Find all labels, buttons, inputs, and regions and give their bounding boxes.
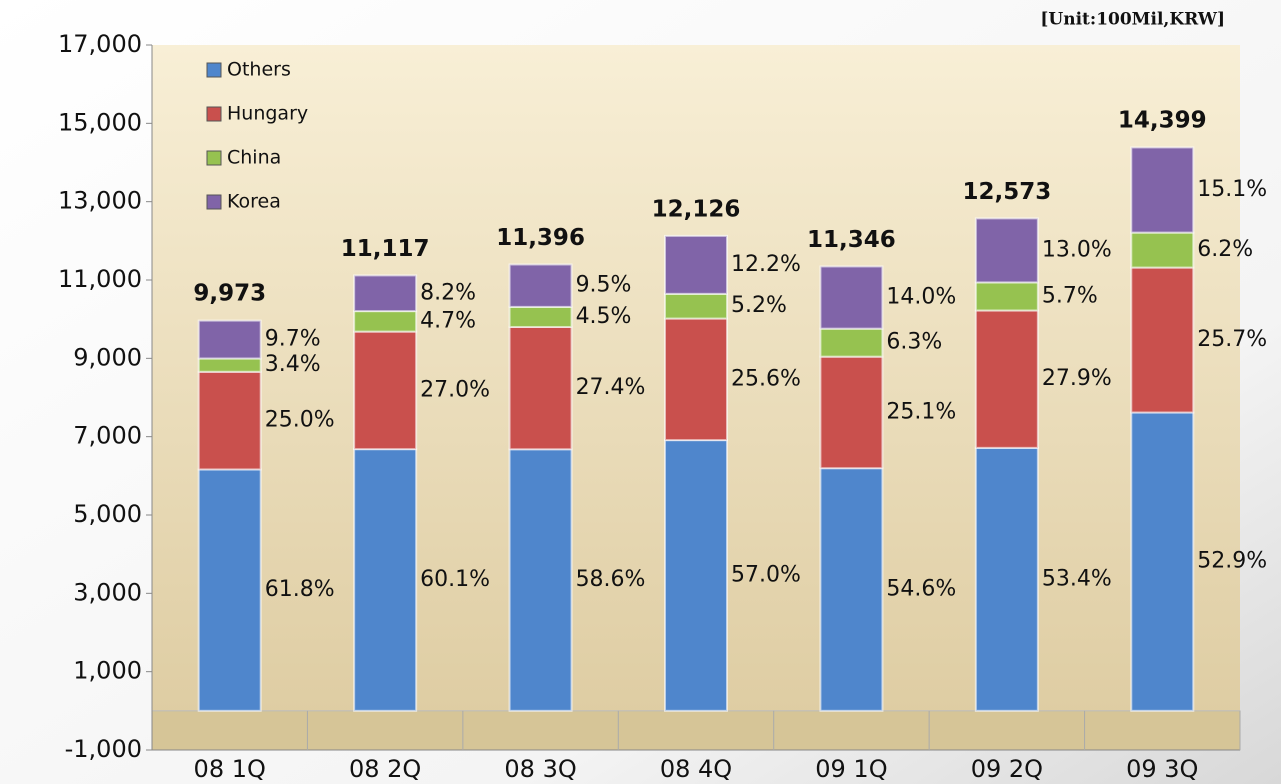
bar-segment: [508, 263, 573, 308]
unit-note: [Unit:100Mil,KRW]: [1040, 10, 1225, 30]
y-tick-label: 7,000: [73, 422, 142, 450]
data-label: 60.1%: [420, 567, 490, 592]
legend-swatch: [206, 106, 222, 122]
data-label: 25.1%: [886, 399, 956, 424]
bar-segment: [819, 327, 884, 358]
bar-segment: [1130, 266, 1195, 414]
data-label: 25.0%: [265, 408, 335, 433]
data-label: 5.7%: [1042, 283, 1098, 308]
data-label: 57.0%: [731, 562, 801, 587]
bar-segment: [353, 274, 418, 313]
x-tick-label: 08 3Q: [504, 755, 576, 783]
bar-segment: [353, 330, 418, 451]
total-label: 9,973: [193, 281, 266, 307]
y-tick-label: 11,000: [58, 265, 142, 293]
y-tick-label: 13,000: [58, 187, 142, 215]
y-tick-label: 9,000: [73, 343, 142, 371]
data-label: 13.0%: [1042, 237, 1112, 262]
bar-segment: [508, 448, 573, 712]
bar-segment: [974, 281, 1039, 312]
data-label: 15.1%: [1197, 177, 1267, 202]
bar-segment: [1130, 146, 1195, 234]
total-label: 11,117: [341, 236, 430, 262]
bar-segment: [1130, 411, 1195, 712]
bar-segment: [664, 292, 728, 320]
y-tick-label: 17,000: [58, 30, 142, 58]
data-label: 4.5%: [576, 304, 632, 329]
data-label: 53.4%: [1042, 566, 1112, 591]
x-tick-label: 09 3Q: [1126, 755, 1198, 783]
bar-segment: [197, 357, 262, 373]
x-tick-label: 08 4Q: [660, 755, 732, 783]
y-tick-label: -1,000: [65, 735, 142, 763]
data-label: 12.2%: [731, 252, 801, 277]
bar-segment: [197, 319, 262, 360]
bar-segment: [974, 309, 1039, 449]
data-label: 58.6%: [576, 567, 646, 592]
bar-segment: [819, 467, 884, 712]
legend-swatch: [206, 62, 222, 78]
y-tick-label: 5,000: [73, 500, 142, 528]
bar-segment: [353, 310, 418, 333]
floor: [151, 710, 1241, 751]
legend-swatch: [206, 150, 222, 166]
data-label: 3.4%: [265, 352, 321, 377]
data-label: 6.2%: [1197, 237, 1253, 262]
data-label: 5.2%: [731, 293, 787, 318]
bar-segment: [819, 265, 884, 330]
legend-label: Hungary: [227, 103, 308, 125]
data-label: 27.0%: [420, 377, 490, 402]
bar-segment: [664, 234, 728, 295]
data-label: 54.6%: [886, 577, 956, 602]
bar-segment: [974, 217, 1039, 284]
y-tick-label: 1,000: [73, 657, 142, 685]
x-tick-label: 09 1Q: [815, 755, 887, 783]
y-tick-label: 15,000: [58, 108, 142, 136]
data-label: 9.7%: [265, 327, 321, 352]
data-label: 27.9%: [1042, 366, 1112, 391]
bar-segment: [974, 446, 1039, 712]
bar-segment: [508, 305, 573, 328]
data-label: 25.7%: [1197, 327, 1267, 352]
data-label: 25.6%: [731, 366, 801, 391]
bar-segment: [664, 439, 728, 712]
data-label: 52.9%: [1197, 549, 1267, 574]
total-label: 12,573: [962, 179, 1051, 205]
bar-segment: [353, 448, 418, 712]
x-tick-label: 08 1Q: [194, 755, 266, 783]
data-label: 14.0%: [886, 285, 956, 310]
y-tick-label: 3,000: [73, 578, 142, 606]
data-label: 61.8%: [265, 577, 335, 602]
legend-label: Korea: [227, 191, 281, 213]
data-label: 8.2%: [420, 280, 476, 305]
bar-segment: [508, 325, 573, 451]
bar-segment: [197, 468, 262, 712]
data-label: 9.5%: [576, 273, 632, 298]
total-label: 11,346: [807, 227, 896, 253]
bar-segment: [664, 317, 728, 442]
legend-label: China: [227, 147, 281, 169]
data-label: 6.3%: [886, 330, 942, 355]
total-label: 11,396: [496, 225, 585, 251]
legend-swatch: [206, 194, 222, 210]
legend-label: Others: [227, 59, 291, 81]
total-label: 14,399: [1118, 107, 1207, 133]
total-label: 12,126: [652, 196, 741, 222]
bar-segment: [197, 370, 262, 471]
x-tick-label: 08 2Q: [349, 755, 421, 783]
data-label: 27.4%: [576, 375, 646, 400]
bar-segment: [1130, 231, 1195, 269]
bar-segment: [819, 355, 884, 470]
data-label: 4.7%: [420, 308, 476, 333]
x-tick-label: 09 2Q: [971, 755, 1043, 783]
